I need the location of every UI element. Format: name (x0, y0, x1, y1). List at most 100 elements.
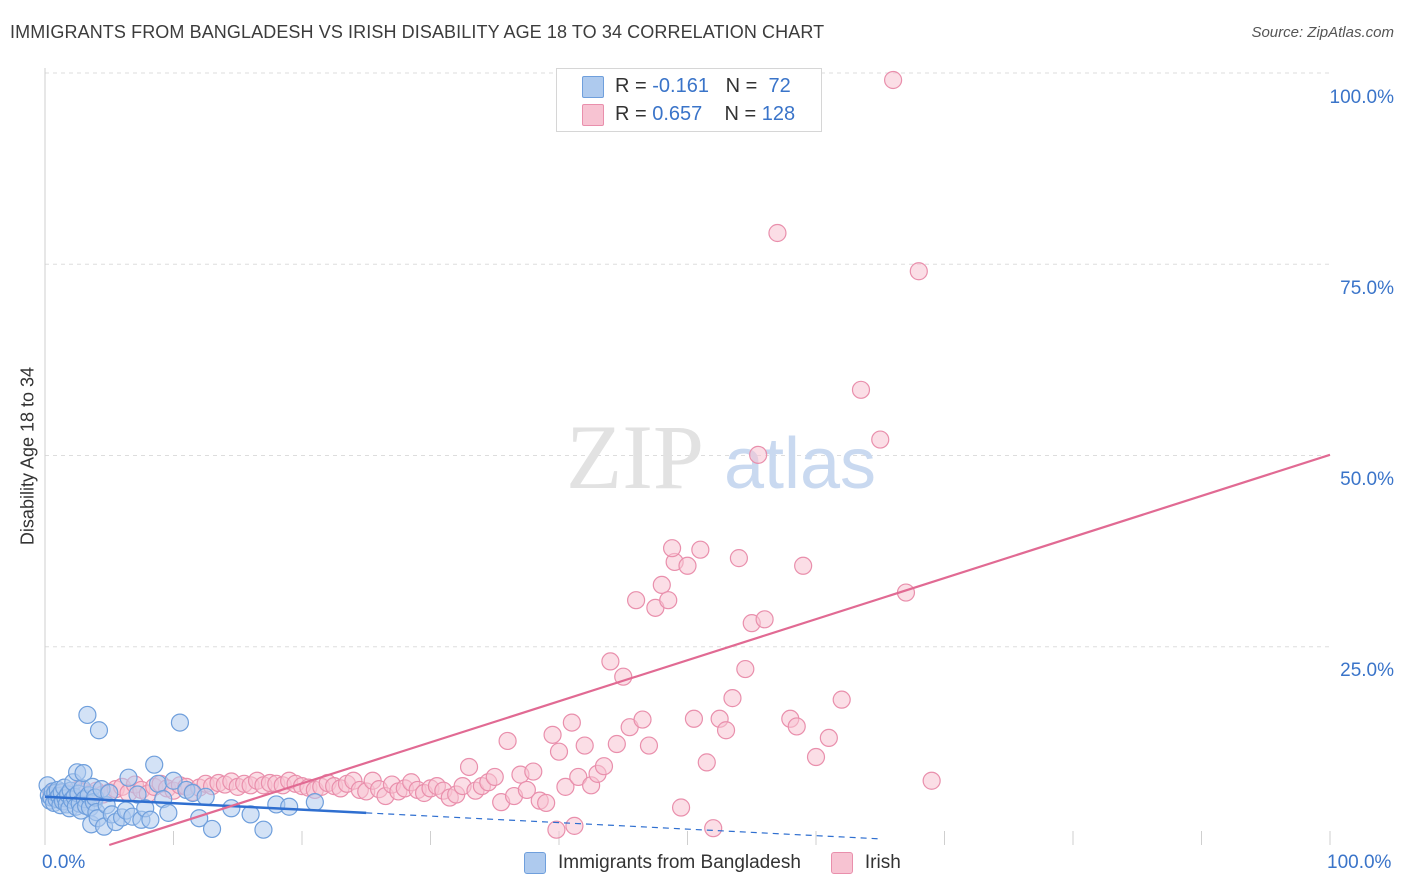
irish-point (517, 780, 536, 800)
irish-point (883, 70, 903, 90)
legend-swatch-irish (582, 104, 604, 126)
irish-point (871, 430, 890, 449)
irish-point (794, 556, 813, 575)
irish-point (684, 709, 704, 728)
irish-point (723, 689, 742, 708)
bottom-legend-swatch-bangladesh (524, 852, 546, 874)
irish-point (498, 731, 517, 751)
bangladesh-point (128, 785, 147, 804)
irish-trend-line (108, 453, 1331, 847)
irish-point (594, 757, 614, 776)
irish-point (601, 652, 620, 671)
irish-point (787, 717, 806, 736)
bangladesh-point (202, 819, 222, 839)
chart-title: IMMIGRANTS FROM BANGLADESH VS IRISH DISA… (10, 22, 825, 42)
legend-row-bangladesh: R = -0.161 N = 72 (582, 73, 791, 99)
x-tick-0: 0.0% (42, 852, 86, 873)
irish-point (691, 540, 710, 559)
irish-point (716, 721, 736, 740)
irish-point (537, 793, 556, 813)
y-tick-25: 25.0% (1340, 660, 1394, 681)
irish-point (806, 747, 826, 767)
legend-n-label: N = (725, 74, 763, 97)
y-tick-75: 75.0% (1340, 278, 1394, 299)
irish-point (755, 610, 774, 629)
y-tick-100: 100.0% (1329, 87, 1394, 108)
bangladesh-point (148, 774, 168, 793)
irish-point (697, 753, 716, 772)
bangladesh-point (280, 797, 299, 816)
irish-point (819, 728, 838, 748)
trend-lines (44, 453, 1331, 847)
irish-point (562, 713, 581, 732)
irish-point (736, 659, 755, 679)
bangladesh-trend-line (44, 795, 367, 815)
legend-n-value: 72 (768, 74, 791, 97)
bangladesh-point (254, 820, 273, 839)
bangladesh-point (100, 783, 119, 803)
legend-swatch-bangladesh (582, 76, 604, 98)
legend-r-value: 0.657 (652, 102, 703, 125)
bottom-legend-bangladesh: Immigrants from Bangladesh (524, 852, 801, 874)
bangladesh-point (145, 755, 164, 774)
bangladesh-point (141, 810, 160, 829)
irish-point (485, 767, 504, 787)
x-tick-100: 100.0% (1327, 852, 1392, 873)
legend-r-label: R = (615, 102, 653, 125)
bangladesh-trend-extension (366, 812, 881, 840)
legend-row-irish: R = 0.657 N = 128 (582, 101, 796, 127)
irish-point (922, 771, 941, 790)
irish-point (678, 556, 697, 575)
irish-point (575, 736, 594, 755)
legend-box: R = -0.161 N = 72 R = 0.657 N = 128 (556, 68, 822, 132)
irish-point (524, 762, 543, 781)
bangladesh-point (119, 768, 138, 787)
irish-point (729, 549, 749, 568)
bottom-legend: Immigrants from Bangladesh Irish (524, 852, 931, 874)
bangladesh-point (74, 763, 93, 783)
bottom-legend-label-bangladesh: Immigrants from Bangladesh (558, 852, 801, 873)
bangladesh-point (164, 771, 183, 790)
bangladesh-point (196, 787, 215, 806)
y-axis-label: Disability Age 18 to 34 (17, 366, 38, 546)
irish-point (768, 223, 787, 243)
irish-point (749, 445, 768, 464)
irish-point (832, 690, 851, 709)
bangladesh-point (159, 803, 178, 822)
bangladesh-point (170, 713, 190, 732)
watermark-zip: ZIP (566, 406, 704, 508)
bottom-legend-label-irish: Irish (864, 852, 901, 873)
irish-point (556, 777, 575, 796)
irish-point (662, 539, 682, 558)
irish-point (633, 710, 652, 729)
irish-point (639, 736, 659, 755)
bottom-legend-irish: Irish (830, 852, 901, 874)
irish-point (704, 819, 723, 838)
irish-point (569, 767, 588, 787)
irish-point (626, 591, 646, 610)
irish-point (671, 798, 691, 817)
irish-point (459, 757, 479, 777)
irish-point (652, 575, 671, 595)
bangladesh-point (78, 705, 97, 725)
bangladesh-points (38, 705, 324, 839)
bangladesh-point (89, 721, 109, 740)
source-credit: Source: ZipAtlas.com (1251, 24, 1394, 41)
bangladesh-point (305, 793, 324, 812)
legend-r-value: -0.161 (652, 74, 709, 97)
y-tick-50: 50.0% (1340, 469, 1394, 490)
legend-n-value: 128 (761, 102, 796, 125)
irish-point (565, 816, 584, 835)
irish-point (607, 734, 626, 754)
watermark: ZIP atlas (566, 406, 876, 508)
legend-n-label: N = (724, 102, 762, 125)
irish-point (659, 591, 678, 610)
irish-point (851, 380, 871, 399)
irish-point (909, 262, 928, 281)
irish-point (543, 725, 562, 744)
legend-r-label: R = (615, 74, 653, 97)
watermark-atlas: atlas (724, 424, 876, 504)
irish-point (547, 820, 566, 839)
bottom-legend-swatch-irish (830, 852, 853, 874)
